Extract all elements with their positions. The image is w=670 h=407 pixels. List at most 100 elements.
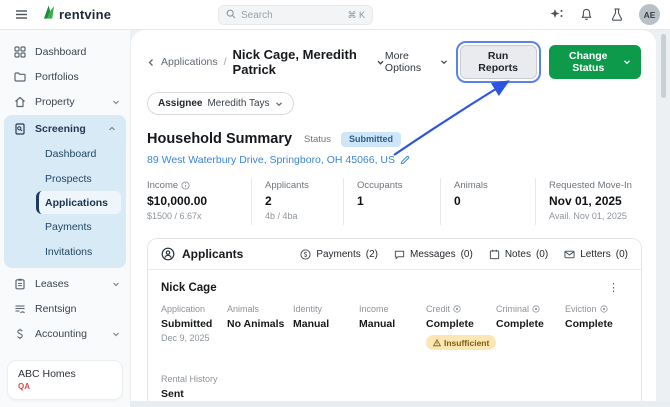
sidebar-item-screening[interactable]: Screening bbox=[4, 116, 126, 141]
stat-label: Occupants bbox=[357, 180, 403, 191]
sidebar-item-portfolios[interactable]: Portfolios bbox=[0, 64, 130, 89]
household-summary-header: Household Summary Status Submitted bbox=[131, 115, 656, 147]
stat-animals: Animals 0 bbox=[440, 178, 535, 225]
info-icon[interactable] bbox=[181, 181, 190, 190]
ai-sparkle-icon[interactable] bbox=[549, 7, 564, 22]
title-chevron-down-icon[interactable] bbox=[376, 58, 385, 67]
assignee-label: Assignee bbox=[158, 98, 203, 109]
field-identity: Identity Manual bbox=[293, 304, 330, 330]
tab-notes[interactable]: Notes (0) bbox=[489, 249, 548, 260]
tab-payments[interactable]: Payments (2) bbox=[300, 249, 378, 260]
sidebar-label: Portfolios bbox=[35, 70, 79, 83]
assignee-dropdown[interactable]: Assignee Meredith Tays bbox=[147, 92, 294, 115]
report-status-icon[interactable] bbox=[532, 305, 540, 313]
field-criminal: Criminal Complete bbox=[496, 304, 544, 330]
user-avatar[interactable]: AE bbox=[639, 4, 660, 25]
more-options-button[interactable]: More Options bbox=[385, 50, 448, 74]
sidebar-item-accounting[interactable]: Accounting bbox=[0, 321, 130, 346]
household-summary-title: Household Summary bbox=[147, 131, 293, 147]
rentsign-signature-icon bbox=[13, 302, 26, 315]
breadcrumb-applications-link[interactable]: Applications bbox=[161, 56, 218, 68]
insufficient-warning-badge: Insufficient bbox=[426, 335, 497, 350]
sidebar-label: Property bbox=[35, 95, 75, 108]
property-address-link[interactable]: 89 West Waterbury Drive, Springboro, OH … bbox=[147, 154, 396, 166]
sidebar-subitem-dashboard[interactable]: Dashboard bbox=[45, 147, 97, 160]
notes-icon bbox=[489, 249, 500, 260]
person-circle-icon bbox=[161, 247, 175, 261]
workspace-env-badge: QA bbox=[18, 382, 30, 391]
breadcrumb: Applications / Nick Cage, Meredith Patri… bbox=[147, 47, 385, 77]
payments-dollar-circle-icon bbox=[300, 248, 311, 260]
notifications-bell-icon[interactable] bbox=[579, 7, 594, 22]
rentvine-logo[interactable]: rentvine bbox=[40, 4, 111, 25]
run-reports-button[interactable]: Run Reports bbox=[455, 41, 541, 83]
sidebar-item-leases[interactable]: Leases bbox=[0, 271, 130, 296]
sidebar-item-dashboard[interactable]: Dashboard bbox=[0, 39, 130, 64]
field-eviction: Eviction Complete bbox=[565, 304, 613, 330]
search-icon bbox=[226, 6, 236, 24]
warning-triangle-icon bbox=[433, 338, 441, 347]
chevron-down-icon bbox=[440, 58, 448, 66]
sidebar-label: Leases bbox=[35, 277, 69, 290]
household-stats: Income $10,000.00 $1500 / 6.67x Applican… bbox=[147, 178, 640, 225]
report-status-icon[interactable] bbox=[453, 305, 461, 313]
sidebar-item-rentsign[interactable]: Rentsign bbox=[0, 296, 130, 321]
tab-label: Payments bbox=[316, 248, 361, 260]
stat-label: Income bbox=[147, 180, 179, 191]
stat-label: Applicants bbox=[265, 180, 309, 191]
tab-count: (0) bbox=[535, 248, 549, 260]
screening-section: Screening Dashboard Prospects Applicatio… bbox=[4, 115, 126, 268]
tab-label: Messages bbox=[410, 248, 456, 260]
sidebar-label: Screening bbox=[35, 122, 86, 135]
field-credit: Credit Complete Insufficient bbox=[426, 304, 497, 352]
report-status-icon[interactable] bbox=[599, 305, 608, 313]
change-status-label: Change Status bbox=[568, 50, 608, 74]
tab-count: (0) bbox=[615, 248, 628, 260]
sidebar-subitem-prospects[interactable]: Prospects bbox=[45, 172, 92, 185]
lab-flask-icon[interactable] bbox=[609, 7, 624, 22]
chevron-left-icon[interactable] bbox=[147, 58, 155, 67]
change-status-button[interactable]: Change Status bbox=[548, 45, 641, 79]
tab-letters[interactable]: Letters (0) bbox=[564, 249, 628, 260]
screening-document-icon bbox=[13, 122, 26, 135]
portfolios-folder-icon bbox=[13, 70, 26, 83]
global-search[interactable]: ⌘ K bbox=[218, 5, 373, 25]
sidebar-subitem-payments[interactable]: Payments bbox=[45, 220, 92, 233]
field-income: Income Manual bbox=[359, 304, 396, 330]
stat-label: Animals bbox=[454, 180, 488, 191]
tab-label: Notes bbox=[504, 248, 531, 260]
topbar-actions: AE bbox=[549, 4, 660, 25]
property-home-icon bbox=[13, 95, 26, 108]
sidebar-nav: Dashboard Portfolios Property Screening bbox=[0, 30, 130, 407]
search-shortcut: ⌘ K bbox=[347, 9, 365, 20]
tab-messages[interactable]: Messages (0) bbox=[394, 249, 473, 260]
stat-occupants: Occupants 1 bbox=[343, 178, 440, 225]
scrollbar-thumb[interactable] bbox=[661, 34, 666, 98]
applicant-name: Nick Cage bbox=[161, 281, 217, 294]
workspace-switcher[interactable]: ABC Homes QA bbox=[7, 360, 123, 400]
kebab-menu-icon[interactable]: ⋮ bbox=[608, 282, 619, 294]
applicants-title: Applicants bbox=[161, 247, 243, 261]
top-bar: rentvine ⌘ K AE bbox=[0, 0, 670, 30]
sidebar-subitem-applications[interactable]: Applications bbox=[36, 191, 121, 214]
breadcrumb-separator: / bbox=[223, 56, 227, 68]
scrollbar-track[interactable] bbox=[656, 30, 670, 407]
stat-value: Nov 01, 2025 bbox=[549, 194, 622, 208]
assignee-row: Assignee Meredith Tays bbox=[131, 79, 656, 115]
edit-pencil-icon[interactable] bbox=[400, 155, 410, 165]
stat-sub bbox=[454, 211, 535, 221]
chevron-down-icon bbox=[112, 330, 120, 338]
sidebar-item-property[interactable]: Property bbox=[0, 89, 130, 114]
hamburger-menu-icon[interactable] bbox=[10, 4, 32, 26]
tab-count: (0) bbox=[460, 248, 473, 260]
stat-move-in: Requested Move-In Nov 01, 2025 Avail. No… bbox=[535, 178, 632, 225]
stat-sub: $1500 / 6.67x bbox=[147, 211, 202, 221]
chevron-down-icon bbox=[275, 100, 283, 108]
chevron-down-icon bbox=[112, 98, 120, 106]
sidebar-subitem-invitations[interactable]: Invitations bbox=[45, 245, 93, 258]
search-input[interactable] bbox=[241, 9, 343, 21]
accounting-dollar-icon bbox=[13, 327, 26, 340]
stat-sub: Avail. Nov 01, 2025 bbox=[549, 211, 627, 221]
stat-value: 1 bbox=[357, 194, 364, 208]
stat-income: Income $10,000.00 $1500 / 6.67x bbox=[147, 178, 251, 225]
